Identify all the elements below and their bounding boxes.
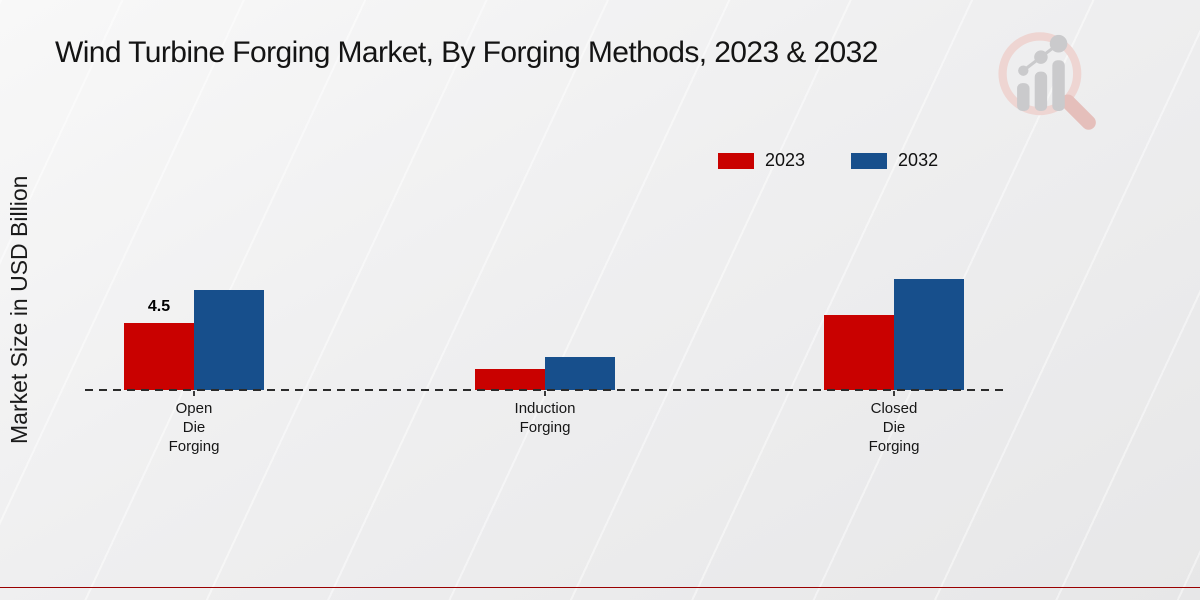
category-label-induction-forging: Induction Forging bbox=[514, 400, 576, 436]
footer-accent-stripe bbox=[0, 587, 1200, 600]
bar-2023-open-die-forging bbox=[124, 323, 194, 390]
bar-2032-open-die-forging bbox=[194, 290, 264, 390]
legend-label-2032: 2032 bbox=[898, 150, 939, 170]
legend-label-2023: 2023 bbox=[765, 150, 806, 170]
legend-item-2023: 2023 bbox=[718, 150, 805, 171]
value-label-2023-open-die-forging: 4.5 bbox=[147, 298, 171, 315]
legend-item-2032: 2032 bbox=[851, 150, 938, 171]
bar-2023-induction-forging bbox=[475, 369, 545, 390]
legend: 2023 2032 bbox=[718, 150, 938, 171]
legend-swatch-2023 bbox=[718, 152, 754, 169]
category-label-open-die-forging: Open Die Forging bbox=[168, 400, 220, 455]
chart-title: Wind Turbine Forging Market, By Forging … bbox=[55, 36, 878, 69]
x-axis-baseline bbox=[85, 389, 1007, 391]
axis-tick-closed-die-forging bbox=[893, 391, 895, 396]
bar-2032-induction-forging bbox=[545, 357, 615, 390]
bar-2023-closed-die-forging bbox=[824, 315, 894, 390]
axis-tick-open-die-forging bbox=[193, 391, 195, 396]
magnifier-bar-chart-logo bbox=[998, 32, 1096, 130]
category-label-closed-die-forging: Closed Die Forging bbox=[868, 400, 920, 455]
legend-swatch-2032 bbox=[851, 152, 888, 169]
bar-2032-closed-die-forging bbox=[894, 279, 964, 390]
axis-tick-induction-forging bbox=[544, 391, 546, 396]
